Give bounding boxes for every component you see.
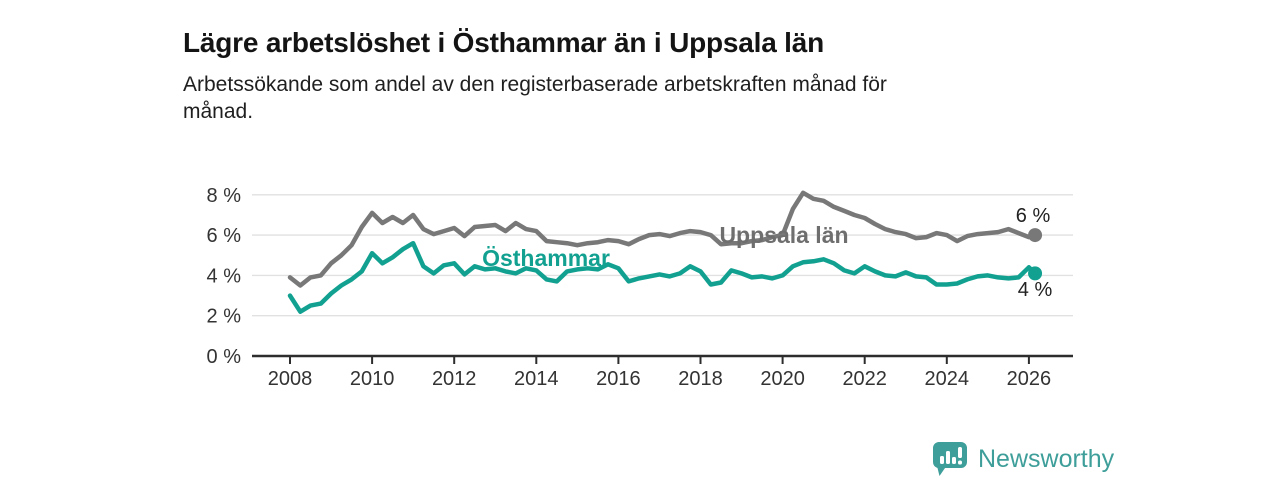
x-axis-tick-label: 2020	[760, 368, 805, 390]
x-axis-tick-label: 2012	[432, 368, 477, 390]
osthammar-end-dot	[1028, 266, 1043, 281]
uppsala-line	[287, 190, 1038, 288]
x-axis-tick-label: 2008	[268, 368, 313, 390]
x-axis-tick-label: 2018	[678, 368, 723, 390]
uppsala-end-value-label: 6 %	[1016, 205, 1051, 227]
x-axis-tick-label: 2016	[596, 368, 641, 390]
y-axis-tick-label: 4 %	[207, 265, 242, 287]
x-axis-tick-label: 2024	[925, 368, 970, 390]
newsworthy-logo: Newsworthy	[932, 441, 1114, 478]
chart-speech-bubble-icon	[932, 442, 967, 476]
x-axis-tick-label: 2026	[1007, 368, 1052, 390]
x-axis-tick-label: 2010	[350, 368, 395, 390]
x-axis-tick-label: 2022	[842, 368, 887, 390]
y-axis-tick-label: 6 %	[207, 225, 242, 247]
page-title: Lägre arbetslöshet i Östhammar än i Upps…	[183, 26, 825, 58]
chart-plot-area: 0 % 2 % 4 % 6 % 8 % 2008 2010 2012 2014 2016 2018 2…	[207, 185, 1073, 390]
y-axis-tick-label: 0 %	[207, 346, 242, 368]
osthammar-end-value-label: 4 %	[1018, 279, 1053, 301]
uppsala-series-label: Uppsala län	[719, 222, 848, 248]
osthammar-line	[287, 240, 1038, 314]
y-axis-tick-label: 8 %	[207, 185, 242, 207]
x-axis-tick-label: 2014	[514, 368, 559, 390]
y-axis-tick-label: 2 %	[207, 306, 242, 328]
chart-subtitle: Arbetssökande som andel av den registerb…	[183, 73, 887, 123]
uppsala-end-dot	[1028, 228, 1043, 243]
newsworthy-wordmark: Newsworthy	[978, 445, 1115, 473]
osthammar-series-label: Östhammar	[482, 245, 610, 271]
